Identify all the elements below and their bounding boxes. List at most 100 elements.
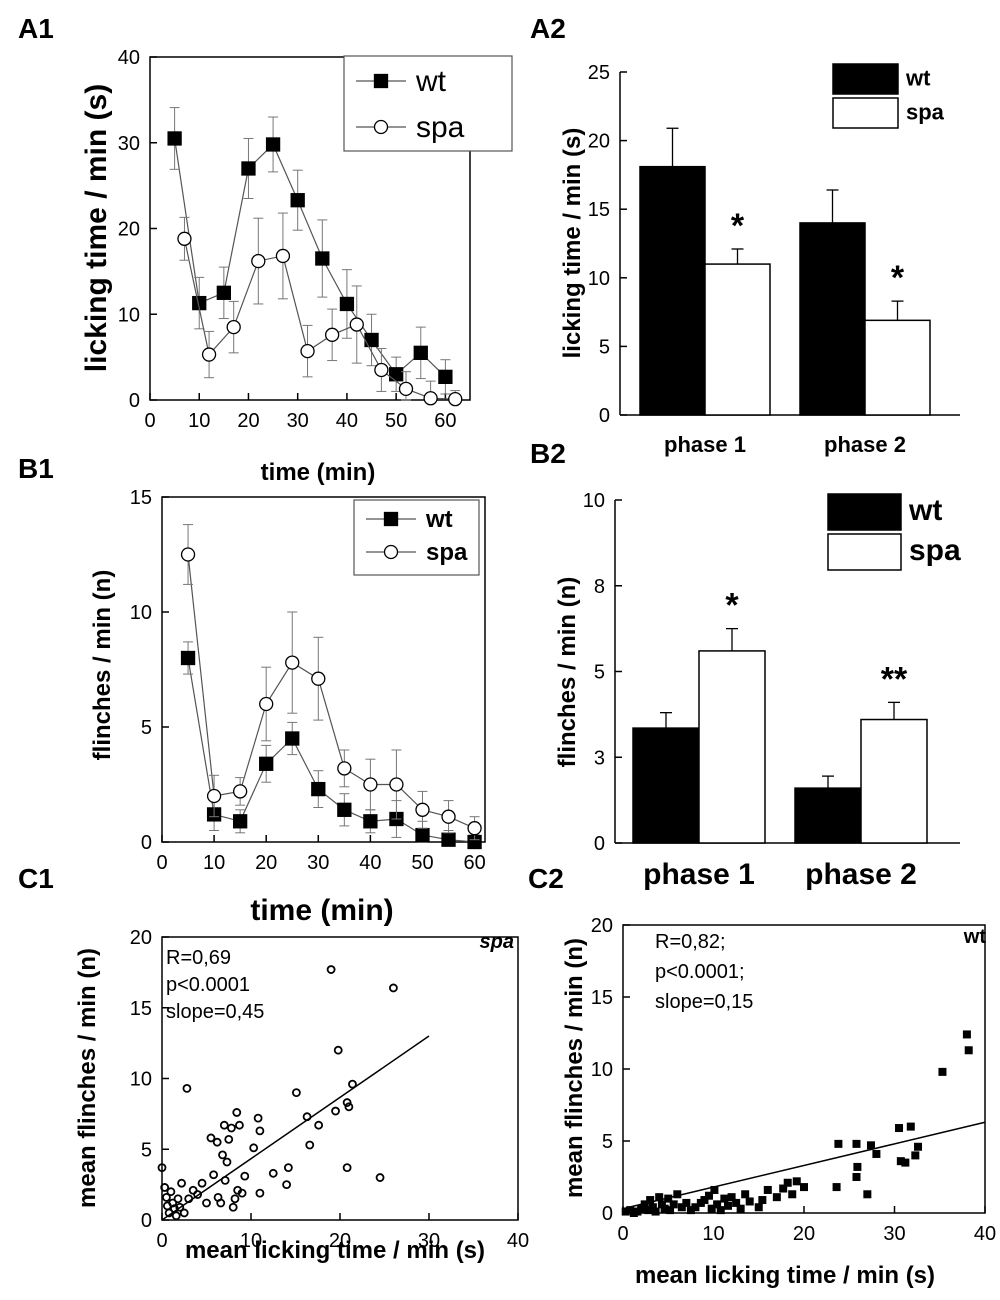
b1-wt-point (285, 731, 300, 746)
c2-x-tick-label: 30 (883, 1223, 905, 1245)
a2-category-label: phase 1 (664, 432, 746, 457)
b2-bar-wt-2 (794, 787, 862, 844)
c2-stat-line: slope=0,15 (655, 991, 753, 1013)
c2-x-tick-label: 0 (617, 1223, 628, 1245)
c2-x-axis-label: mean licking time / min (s) (635, 1262, 935, 1289)
panel-label-c1: C1 (18, 863, 54, 894)
b1-x-tick-label: 40 (359, 852, 381, 874)
c2-data-point (660, 1204, 669, 1213)
c2-data-point (655, 1193, 664, 1202)
c2-data-point (863, 1190, 872, 1199)
a1-chart: 0 10 20 30 40 0 10 20 30 40 50 60 licking time / min… (80, 47, 513, 486)
a2-bar-wt-2 (799, 222, 866, 416)
c1-data-point (348, 1079, 357, 1089)
c1-x-axis-label: mean licking time / min (s) (185, 1237, 485, 1264)
c1-data-point (219, 1120, 229, 1130)
a1-x-tick-label: 60 (434, 410, 456, 432)
c1-data-point (162, 1192, 171, 1202)
c1-data-point (331, 1106, 340, 1116)
b2-legend-swatch-wt (827, 493, 902, 531)
c1-data-point (228, 1202, 238, 1212)
a2-chart: 0 5 10 15 20 25 licking time / min (s) phase 1 p… (559, 62, 960, 457)
c2-data-point (732, 1198, 741, 1207)
c1-data-point (224, 1134, 234, 1144)
c2-data-point (853, 1162, 862, 1171)
a1-x-axis-label: time (min) (261, 459, 376, 486)
c1-data-point (237, 1188, 247, 1198)
b1-x-tick-label: 10 (203, 852, 225, 874)
c1-data-point (291, 1088, 301, 1098)
b1-chart: 0 5 10 15 0 10 20 30 40 50 60 flinches / min (n) tim… (89, 487, 486, 927)
b1-wt-point (259, 756, 274, 771)
c1-data-point (220, 1175, 230, 1185)
b1-legend-marker-wt (383, 511, 399, 527)
c2-data-point (704, 1191, 713, 1200)
b1-spa-point (363, 777, 378, 792)
c1-data-point (227, 1123, 236, 1133)
panel-label-a2: A2 (530, 13, 566, 44)
c1-regression-line (161, 1035, 430, 1221)
c2-x-tick-label: 40 (974, 1223, 996, 1245)
b1-wt-point (441, 832, 456, 847)
c2-data-point (727, 1193, 736, 1202)
c2-stat-line: p<0.0001; (655, 961, 745, 983)
c2-data-point (938, 1067, 947, 1076)
c2-y-tick-label: 20 (591, 915, 613, 937)
b1-wt-point (311, 781, 326, 797)
b1-x-tick-label: 0 (156, 852, 167, 874)
b1-spa-point (467, 821, 482, 836)
b2-bar-wt-1 (632, 727, 700, 844)
a1-x-tick-label: 20 (237, 410, 259, 432)
a1-spa-point (349, 317, 364, 332)
a2-legend-label-spa: spa (906, 100, 945, 125)
a1-spa-point (423, 391, 438, 406)
c2-y-axis-label: mean flinches / min (n) (561, 938, 588, 1198)
c2-regression-line (622, 1121, 986, 1210)
c1-x-tick-label: 10 (240, 1230, 262, 1252)
c2-data-point (852, 1173, 861, 1181)
panel-label-b1: B1 (18, 453, 54, 484)
c2-data-point (901, 1158, 910, 1167)
a1-wt-point (413, 345, 428, 360)
b1-legend-label-wt: wt (425, 506, 453, 533)
c1-data-point (164, 1208, 174, 1218)
b2-legend-label-spa: spa (909, 534, 961, 567)
c1-data-point (283, 1163, 293, 1173)
a1-spa-point (251, 253, 266, 269)
c2-data-point (644, 1206, 653, 1215)
c2-chart: 0 5 10 15 20 0 10 20 30 40 mean flinches / min (n)… (561, 915, 996, 1289)
c1-data-point (193, 1190, 203, 1199)
a2-bar-spa-2 (864, 319, 931, 416)
panel-label-b2: B2 (530, 438, 566, 469)
b2-legend-label-wt: wt (908, 494, 942, 527)
a2-bar-spa-1 (704, 263, 771, 416)
c2-data-point (763, 1185, 772, 1194)
c1-data-point (302, 1112, 312, 1122)
b1-series-spa (180, 524, 482, 841)
c2-data-point (788, 1190, 797, 1199)
c2-data-point (673, 1190, 682, 1199)
c2-data-point (669, 1200, 678, 1209)
c1-data-point (166, 1187, 176, 1197)
c1-stat-line: R=0,69 (166, 947, 231, 969)
a2-y-axis-label: licking time / min (s) (559, 128, 586, 359)
a1-series-wt (167, 107, 453, 395)
c1-data-point (326, 965, 336, 974)
b1-legend: wt spa (353, 499, 480, 576)
a2-legend-swatch-wt (832, 63, 899, 95)
a2-category-label: phase 2 (824, 432, 906, 457)
c1-data-point (235, 1120, 244, 1130)
c1-data-point (216, 1198, 226, 1208)
c1-data-point (184, 1194, 194, 1204)
c2-data-point (792, 1177, 801, 1186)
b1-legend-box (353, 499, 480, 576)
c1-y-tick-label: 20 (130, 927, 152, 949)
c1-stat-line: slope=0,45 (166, 1001, 264, 1023)
c1-y-tick-label: 10 (130, 1069, 152, 1091)
b1-x-tick-label: 20 (255, 852, 277, 874)
c2-y-tick-label: 15 (591, 987, 613, 1009)
panel-label-c2: C2 (528, 863, 564, 894)
c2-data-point (666, 1206, 675, 1215)
